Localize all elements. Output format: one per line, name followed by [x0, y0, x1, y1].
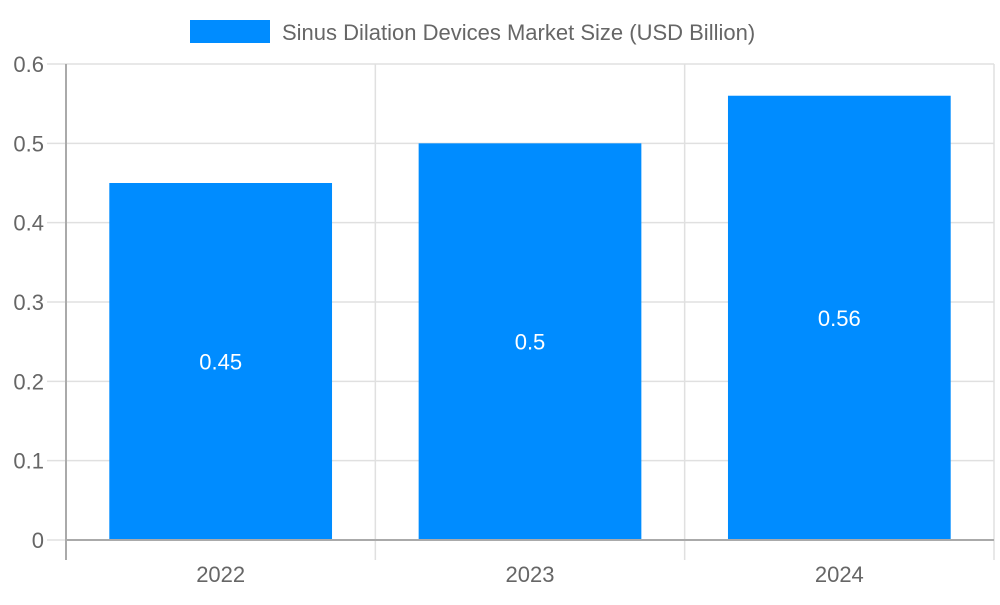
y-tick-label: 0.4 — [13, 211, 44, 236]
bars: 0.45 0.5 0.56 — [109, 95, 951, 541]
data-label: 0.45 — [199, 350, 242, 375]
x-tick-label: 2023 — [506, 562, 555, 587]
legend[interactable]: Sinus Dilation Devices Market Size (USD … — [190, 20, 755, 45]
y-tick-label: 0.3 — [13, 290, 44, 315]
data-label: 0.56 — [818, 306, 861, 331]
y-tick-label: 0.5 — [13, 131, 44, 156]
legend-label: Sinus Dilation Devices Market Size (USD … — [282, 20, 755, 45]
x-tick-label: 2024 — [815, 562, 864, 587]
y-tick-label: 0.2 — [13, 369, 44, 394]
legend-swatch — [190, 20, 270, 43]
bar-2024 — [727, 95, 951, 540]
y-tick-label: 0.1 — [13, 449, 44, 474]
y-tick-label: 0.6 — [13, 52, 44, 77]
bar-2023 — [418, 143, 642, 541]
bar-2022 — [109, 183, 333, 540]
y-tick-label: 0 — [32, 528, 44, 553]
x-tick-label: 2022 — [196, 562, 245, 587]
axes: 0 0.1 0.2 0.3 0.4 0.5 0.6 2022 2023 2024 — [13, 52, 994, 587]
data-label: 0.5 — [515, 330, 546, 355]
